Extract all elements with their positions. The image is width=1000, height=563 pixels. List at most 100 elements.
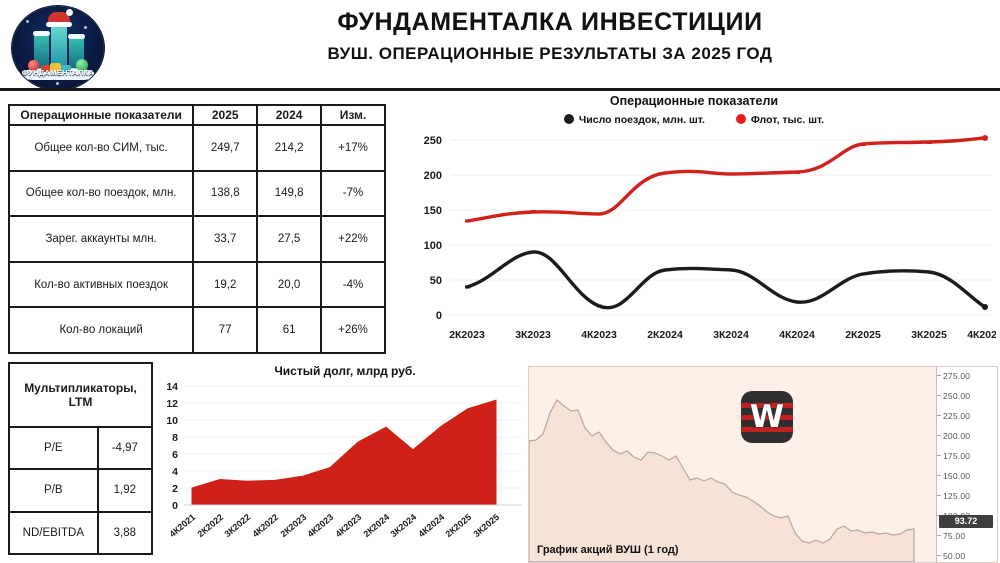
table-row: Кол-во локаций 77 61 +26% (7, 306, 386, 354)
watermark-letter: W (749, 399, 785, 435)
stock-price-chart[interactable]: W 275.00 250.00 225.00 200.00 175.00 150… (528, 366, 998, 563)
svg-text:2К2022: 2К2022 (195, 512, 225, 539)
table-row: Кол-во активных поездок 19,2 20,0 -4% (7, 260, 386, 309)
x-axis-ticks: 2К2023 3К2023 4К2023 2К2024 3К2024 4К202… (449, 329, 996, 341)
price-tick: 175.00 (937, 451, 970, 461)
cell-metric: Кол-во активных поездок (7, 260, 195, 309)
svg-text:3К2025: 3К2025 (471, 512, 501, 539)
svg-text:4К2025: 4К2025 (967, 329, 996, 341)
svg-text:50: 50 (430, 275, 442, 287)
svg-text:4К2023: 4К2023 (581, 329, 617, 341)
cell-multiple-value: 3,88 (96, 510, 154, 556)
svg-text:0: 0 (436, 310, 442, 322)
legend-label-trips: Число поездок, млн. шт. (578, 114, 705, 126)
table-row: Общее кол-во поездок, млн. 138,8 149,8 -… (7, 169, 386, 218)
cell-change: +17% (320, 124, 386, 172)
svg-text:3К2024: 3К2024 (388, 512, 418, 539)
cell-2025: 33,7 (192, 215, 259, 263)
cell-change: -7% (320, 169, 386, 218)
cell-change: +22% (320, 215, 386, 263)
svg-text:2К2024: 2К2024 (361, 512, 391, 539)
table-row: P/B 1,92 (8, 468, 154, 513)
svg-text:4К2023: 4К2023 (333, 512, 363, 539)
svg-text:3К2025: 3К2025 (911, 329, 947, 341)
svg-text:150: 150 (424, 205, 442, 217)
price-tick: 50.00 (937, 551, 965, 561)
table-row: ND/EBITDA 3,88 (8, 510, 154, 556)
cell-change: +26% (320, 306, 386, 354)
y-axis-ticks: 250 200 150 100 50 0 (424, 135, 442, 322)
logo-label: ФУНДАМЕНТАЛКА (21, 68, 95, 77)
cell-multiple-value: 1,92 (96, 468, 154, 513)
multiples-header: Мультипликаторы, LTM (8, 362, 153, 428)
svg-text:100: 100 (424, 240, 442, 252)
header-divider (0, 88, 1000, 91)
svg-text:4К2024: 4К2024 (416, 512, 446, 539)
logo-snowbank (22, 68, 94, 80)
cell-2024: 214,2 (256, 124, 323, 172)
price-tick: 225.00 (937, 411, 970, 421)
cell-2025: 249,7 (192, 124, 259, 172)
svg-text:2К2025: 2К2025 (845, 329, 881, 341)
svg-text:3К2023: 3К2023 (515, 329, 551, 341)
stock-plot-area (529, 399, 915, 562)
chart-plot-area: 14 12 10 8 6 4 2 0 4К2021 2К2022 3К2022 … (166, 381, 522, 539)
cell-2024: 149,8 (256, 169, 323, 218)
chart-title: Операционные показатели (609, 94, 779, 108)
multiples-header-row: Мультипликаторы, LTM (8, 362, 153, 428)
svg-text:3К2024: 3К2024 (713, 329, 749, 341)
operational-metrics-table: Операционные показатели 2025 2024 Изм. О… (7, 104, 386, 354)
cell-multiple-name: P/E (8, 425, 99, 471)
svg-text:4К2022: 4К2022 (250, 512, 280, 539)
legend-item-trips: Число поездок, млн. шт. (563, 114, 705, 126)
cell-metric: Зарег. аккаунты млн. (7, 215, 195, 263)
svg-text:2: 2 (172, 483, 178, 495)
stock-price-area (529, 399, 915, 562)
svg-text:4: 4 (172, 466, 178, 478)
cell-multiple-value: -4,97 (96, 425, 154, 471)
cell-multiple-name: P/B (8, 468, 99, 513)
svg-text:2К2024: 2К2024 (647, 329, 683, 341)
svg-text:6: 6 (172, 449, 178, 461)
svg-text:4К2023: 4К2023 (305, 512, 335, 539)
series-trips-markers (465, 250, 988, 310)
svg-text:3К2022: 3К2022 (222, 512, 252, 539)
y-axis-ticks: 14 12 10 8 6 4 2 0 (166, 381, 178, 512)
series-net-debt-area (191, 399, 497, 506)
svg-text:4К2024: 4К2024 (779, 329, 815, 341)
page-subtitle: ВУШ. ОПЕРАЦИОННЫЕ РЕЗУЛЬТАТЫ ЗА 2025 ГОД (327, 44, 773, 63)
cell-multiple-name: ND/EBITDA (8, 510, 99, 556)
price-tick: 200.00 (937, 431, 970, 441)
cell-2025: 19,2 (192, 260, 259, 309)
x-axis-ticks: 4К2021 2К2022 3К2022 4К2022 2К2023 4К202… (167, 512, 501, 539)
col-header-metric: Операционные показатели (7, 104, 195, 126)
current-price-badge: 93.72 (939, 515, 993, 528)
cell-2025: 138,8 (192, 169, 259, 218)
legend-marker-trips-icon (563, 114, 574, 124)
price-tick: 125.00 (937, 491, 970, 501)
table-header-row: Операционные показатели 2025 2024 Изм. (7, 104, 386, 126)
brand-logo-icon: ФУНДАМЕНТАЛКА (12, 6, 104, 90)
svg-text:14: 14 (166, 381, 178, 393)
svg-text:2К2023: 2К2023 (278, 512, 308, 539)
price-tick: 75.00 (937, 531, 965, 541)
wush-watermark-logo-icon: W (741, 391, 793, 443)
logo-ornament-green-icon (76, 59, 88, 71)
logo-building-left (34, 33, 49, 70)
svg-text:250: 250 (424, 135, 442, 147)
page-header: ФУНДАМЕНТАЛКА ФУНДАМЕНТАЛКА ИНВЕСТИЦИИ В… (0, 0, 1000, 90)
cell-2024: 27,5 (256, 215, 323, 263)
cell-2025: 77 (192, 306, 259, 354)
svg-text:200: 200 (424, 170, 442, 182)
page-title: ФУНДАМЕНТАЛКА ИНВЕСТИЦИИ (337, 8, 763, 36)
col-header-change: Изм. (320, 104, 386, 126)
col-header-2024: 2024 (256, 104, 323, 126)
chart-plot-area: 250 200 150 100 50 0 (424, 135, 996, 341)
logo-gift-yellow-icon (50, 63, 61, 72)
table-row: P/E -4,97 (8, 425, 154, 471)
chart-title: Чистый долг, млрд руб. (274, 364, 416, 378)
net-debt-chart: Чистый долг, млрд руб. 14 12 10 8 6 4 2 (150, 362, 540, 563)
svg-text:8: 8 (172, 432, 178, 444)
table-row: Общее кол-во СИМ, тыс. 249,7 214,2 +17% (7, 124, 386, 172)
col-header-2025: 2025 (192, 104, 259, 126)
